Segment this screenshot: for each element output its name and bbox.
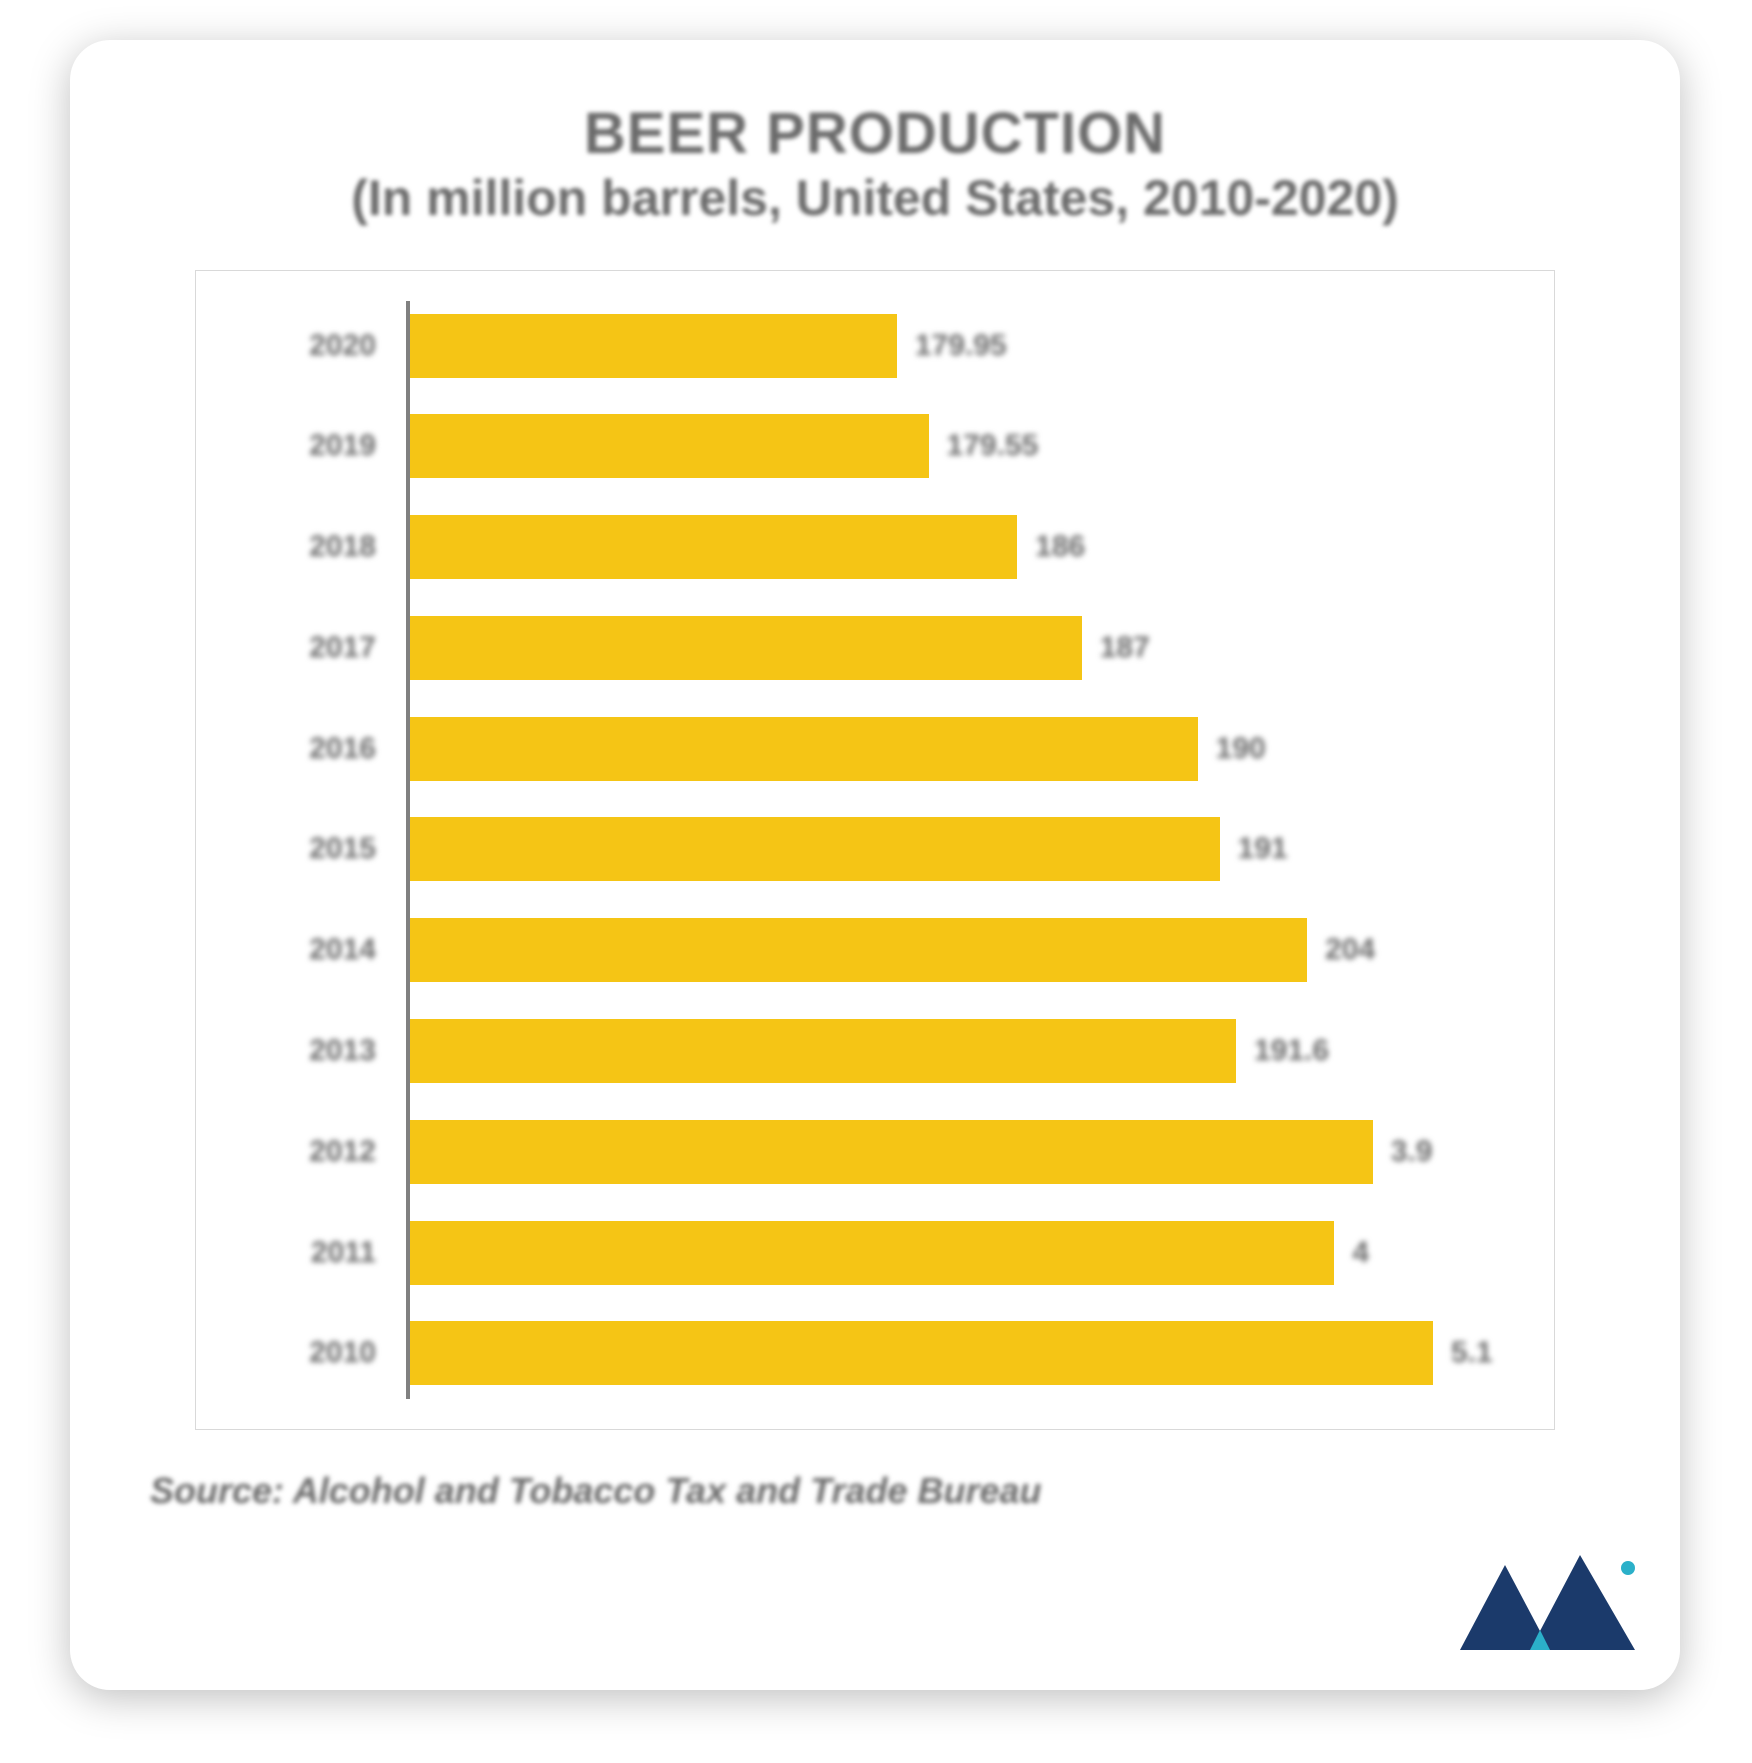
y-axis-label: 2012: [246, 1135, 396, 1169]
bar: [410, 515, 1017, 579]
bar-track: 190: [410, 717, 1504, 781]
bar-value-label: 191.6: [1254, 1034, 1329, 1068]
bar-row: 2016 190: [246, 714, 1504, 784]
bar-value-label: 191: [1238, 832, 1288, 866]
bar-track: 191: [410, 817, 1504, 881]
y-axis-label: 2019: [246, 429, 396, 463]
bar: [410, 314, 897, 378]
bar: [410, 717, 1198, 781]
brand-logo: [1450, 1550, 1640, 1660]
bar-track: 191.6: [410, 1019, 1504, 1083]
y-axis-label: 2016: [246, 732, 396, 766]
bar: [410, 414, 929, 478]
chart-plot-area: 2020 179.95 2019 179.55 2018 186 2017 187 2016 19…: [246, 301, 1504, 1399]
bar-value-label: 5.1: [1451, 1336, 1493, 1370]
bar-row: 2011 4: [246, 1218, 1504, 1288]
bar-row: 2014 204: [246, 915, 1504, 985]
bar-track: 179.55: [410, 414, 1504, 478]
bar-row: 2019 179.55: [246, 411, 1504, 481]
y-axis-label: 2013: [246, 1034, 396, 1068]
bar: [410, 1019, 1236, 1083]
bar-track: 5.1: [410, 1321, 1504, 1385]
bar: [410, 817, 1220, 881]
chart-title: BEER PRODUCTION: [140, 100, 1610, 167]
bar-rows: 2020 179.95 2019 179.55 2018 186 2017 187 2016 19…: [246, 311, 1504, 1389]
bar-row: 2012 3.9: [246, 1117, 1504, 1187]
bar-row: 2020 179.95: [246, 311, 1504, 381]
bar-value-label: 204: [1325, 933, 1375, 967]
bar-track: 186: [410, 515, 1504, 579]
bar-track: 187: [410, 616, 1504, 680]
bar-value-label: 186: [1035, 530, 1085, 564]
bar: [410, 1120, 1373, 1184]
bar-value-label: 179.55: [947, 429, 1039, 463]
bar-value-label: 179.95: [915, 329, 1007, 363]
y-axis-label: 2017: [246, 631, 396, 665]
bar: [410, 1221, 1334, 1285]
bar: [410, 918, 1307, 982]
source-caption: Source: Alcohol and Tobacco Tax and Trad…: [140, 1470, 1610, 1512]
bar-value-label: 190: [1216, 732, 1266, 766]
bar-track: 3.9: [410, 1120, 1504, 1184]
chart-container: 2020 179.95 2019 179.55 2018 186 2017 187 2016 19…: [195, 270, 1555, 1430]
bar: [410, 616, 1082, 680]
bar-value-label: 3.9: [1391, 1135, 1433, 1169]
bar-value-label: 4: [1352, 1236, 1369, 1270]
bar-value-label: 187: [1100, 631, 1150, 665]
bar-track: 179.95: [410, 314, 1504, 378]
chart-card: BEER PRODUCTION (In million barrels, Uni…: [70, 40, 1680, 1690]
title-block: BEER PRODUCTION (In million barrels, Uni…: [140, 100, 1610, 230]
bar-row: 2018 186: [246, 512, 1504, 582]
bar: [410, 1321, 1433, 1385]
y-axis-label: 2018: [246, 530, 396, 564]
bar-track: 4: [410, 1221, 1504, 1285]
y-axis-label: 2015: [246, 832, 396, 866]
bar-row: 2015 191: [246, 814, 1504, 884]
bar-row: 2010 5.1: [246, 1318, 1504, 1388]
chart-subtitle: (In million barrels, United States, 2010…: [140, 167, 1610, 230]
y-axis-label: 2014: [246, 933, 396, 967]
y-axis-label: 2010: [246, 1336, 396, 1370]
bar-track: 204: [410, 918, 1504, 982]
y-axis-label: 2020: [246, 329, 396, 363]
bar-row: 2013 191.6: [246, 1016, 1504, 1086]
bar-row: 2017 187: [246, 613, 1504, 683]
y-axis-label: 2011: [246, 1236, 396, 1270]
